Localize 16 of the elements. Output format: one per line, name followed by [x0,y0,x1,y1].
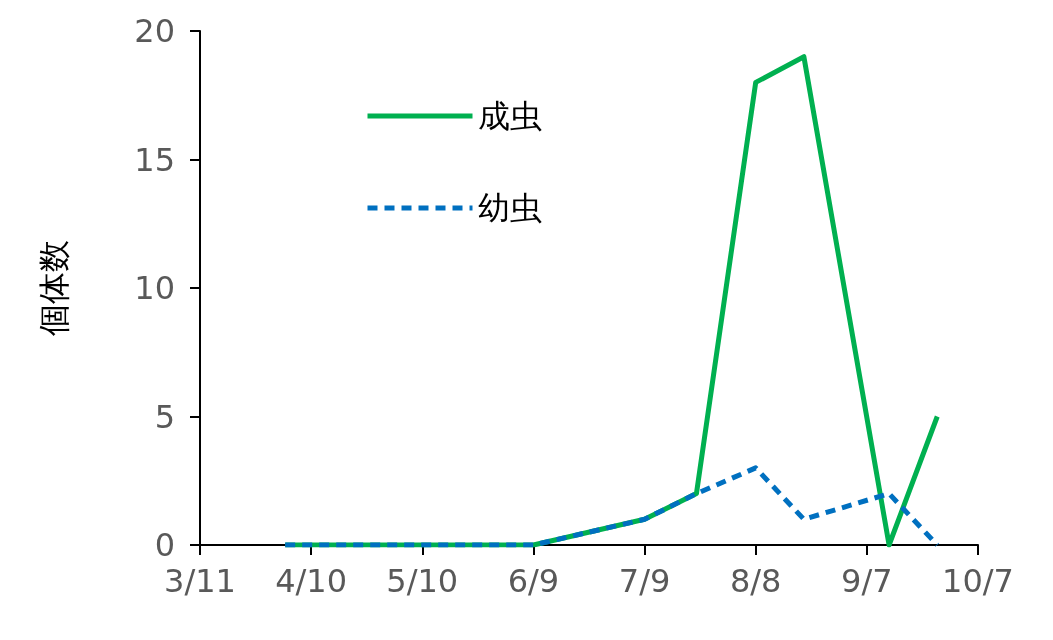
y-tick-label: 20 [134,12,175,50]
x-tick-label: 6/9 [507,562,560,600]
x-tick-label: 5/10 [386,562,459,600]
y-tick-label: 10 [134,269,175,307]
x-tick-label: 8/8 [729,562,782,600]
y-tick-label: 5 [154,397,175,436]
y-tick-label: 0 [154,526,175,564]
y-tick-label: 15 [134,140,175,179]
y-axis-title: 個体数 [35,240,73,336]
x-tick-label: 9/7 [841,562,893,600]
legend-label: 幼虫 [477,189,542,227]
x-tick-label: 7/9 [618,562,671,600]
x-tick-label: 10/7 [942,562,1014,600]
x-tick-label: 3/11 [164,562,236,600]
x-tick-label: 4/10 [275,562,348,600]
legend-label: 成虫 [477,97,542,135]
